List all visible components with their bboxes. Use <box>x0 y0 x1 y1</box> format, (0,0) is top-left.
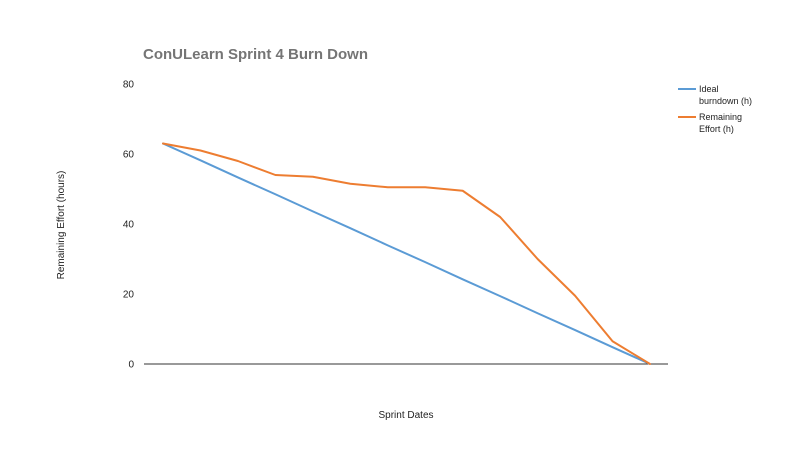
series-layer <box>162 142 651 365</box>
series-line-ideal-burndown <box>162 142 651 365</box>
y-axis-ticks: 0 20 40 60 80 <box>123 80 135 371</box>
y-tick-label: 20 <box>123 290 135 301</box>
series-line-remaining-effort <box>162 142 651 365</box>
y-tick-label: 40 <box>123 220 135 231</box>
y-axis-label: Remaining Effort (hours) <box>56 171 67 280</box>
legend-label: Effort (h) <box>699 124 734 134</box>
legend-label: burndown (h) <box>699 96 752 106</box>
x-axis-label: Sprint Dates <box>378 410 433 421</box>
legend-item-ideal-burndown: Ideal burndown (h) <box>678 84 752 106</box>
chart-title: ConULearn Sprint 4 Burn Down <box>143 46 368 63</box>
legend-label: Ideal <box>699 84 719 94</box>
legend: Ideal burndown (h) Remaining Effort (h) <box>678 84 752 134</box>
y-tick-label: 60 <box>123 150 135 161</box>
y-tick-label: 0 <box>128 360 134 371</box>
y-tick-label: 80 <box>123 80 135 91</box>
legend-item-remaining-effort: Remaining Effort (h) <box>678 112 742 134</box>
legend-label: Remaining <box>699 112 742 122</box>
